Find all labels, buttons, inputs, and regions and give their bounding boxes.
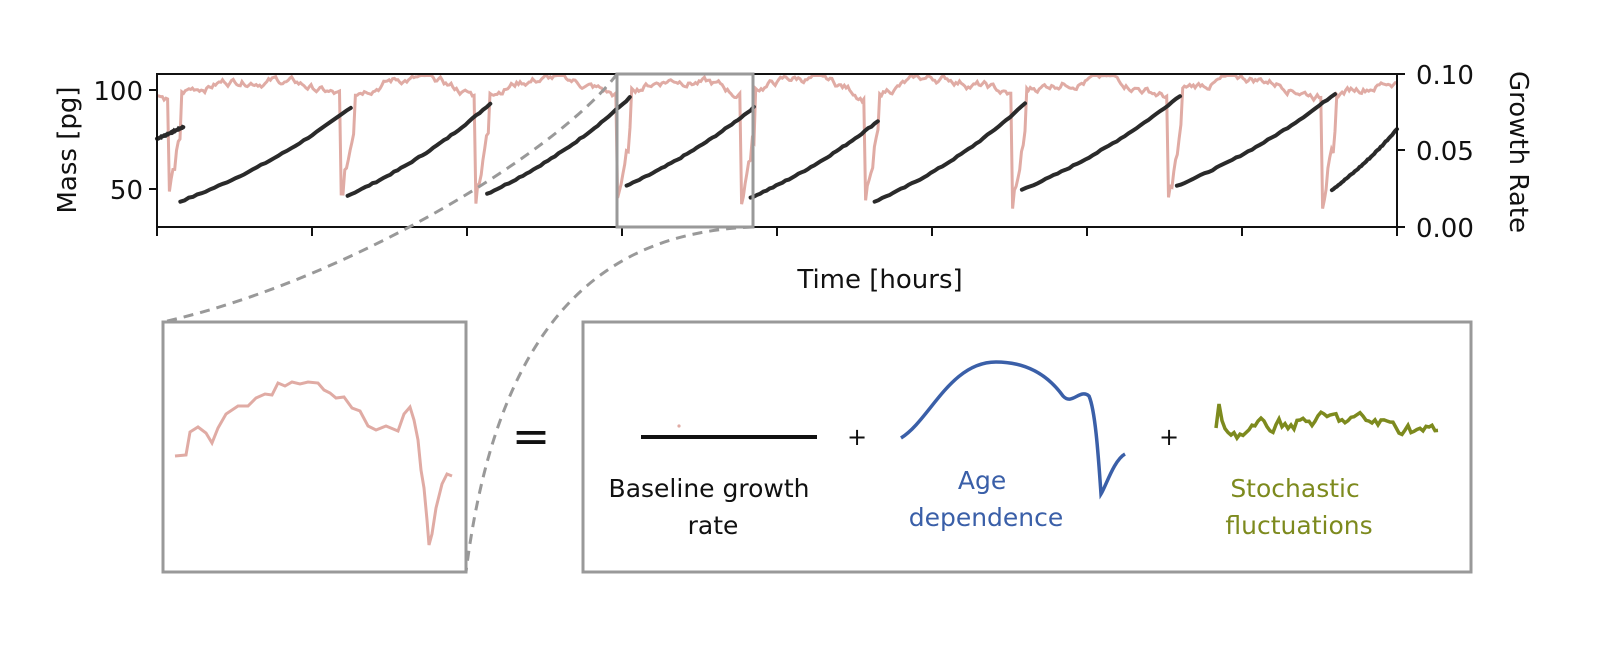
mass-cycle-line (1174, 92, 1337, 188)
y-axis-label-right: Growth Rate (1503, 71, 1533, 233)
mass-cycle-line (155, 124, 186, 141)
baseline-label-line-2: rate (688, 511, 739, 540)
mass-cycle-line (178, 105, 353, 204)
mass-cycle-line (1329, 127, 1399, 193)
plus-sign-1: + (847, 423, 867, 451)
y-axis-label-left: Mass [pg] (53, 86, 83, 213)
stochastic-label-line-1: Stochastic (1230, 474, 1359, 503)
y-tick-label-left-50: 50 (110, 176, 143, 206)
y-tick-label-left-100: 100 (93, 77, 143, 107)
y-tick-label-right-000: 0.00 (1416, 214, 1474, 244)
baseline-label: Baseline growth rate (609, 474, 818, 540)
mass-cycle-line (345, 101, 493, 198)
age-label-line-1: Age (958, 466, 1006, 495)
zoom-panel (161, 320, 468, 574)
mass-cycle-line (748, 119, 880, 200)
plus-sign-2: + (1159, 423, 1179, 451)
plot-frame (156, 73, 1398, 228)
mass-cycle-line (485, 95, 632, 196)
age-label-line-2: dependence (909, 503, 1064, 532)
decomposition-panel (581, 320, 1473, 574)
growth-rate-series (156, 73, 1398, 209)
stochastic-label-line-2: fluctuations (1225, 511, 1372, 540)
zoom-connector-left (162, 73, 619, 324)
zoom-growth-curve (174, 380, 453, 546)
y-tick-label-right-005: 0.05 (1416, 137, 1474, 167)
age-dependence-curve (900, 360, 1127, 500)
x-axis-label: Time [hours] (796, 265, 962, 295)
stochastic-label: Stochastic fluctuations (1225, 474, 1372, 540)
stochastic-fluctuations-curve (1214, 403, 1439, 442)
age-label: Age dependence (909, 466, 1064, 532)
baseline-dot (677, 424, 681, 428)
growth-rate-line (156, 73, 1398, 209)
mass-cycle-line (872, 101, 1027, 204)
baseline-label-line-1: Baseline growth (609, 474, 810, 503)
mass-cycle-line (624, 104, 756, 188)
mass-cycle-line (1019, 94, 1182, 192)
zoom-connector-right (464, 225, 754, 573)
y-tick-label-right-010: 0.10 (1416, 61, 1474, 91)
equals-sign: = (512, 409, 551, 463)
zoom-selection-box (615, 72, 755, 229)
mass-series (155, 92, 1399, 204)
x-ticks (156, 227, 1398, 236)
